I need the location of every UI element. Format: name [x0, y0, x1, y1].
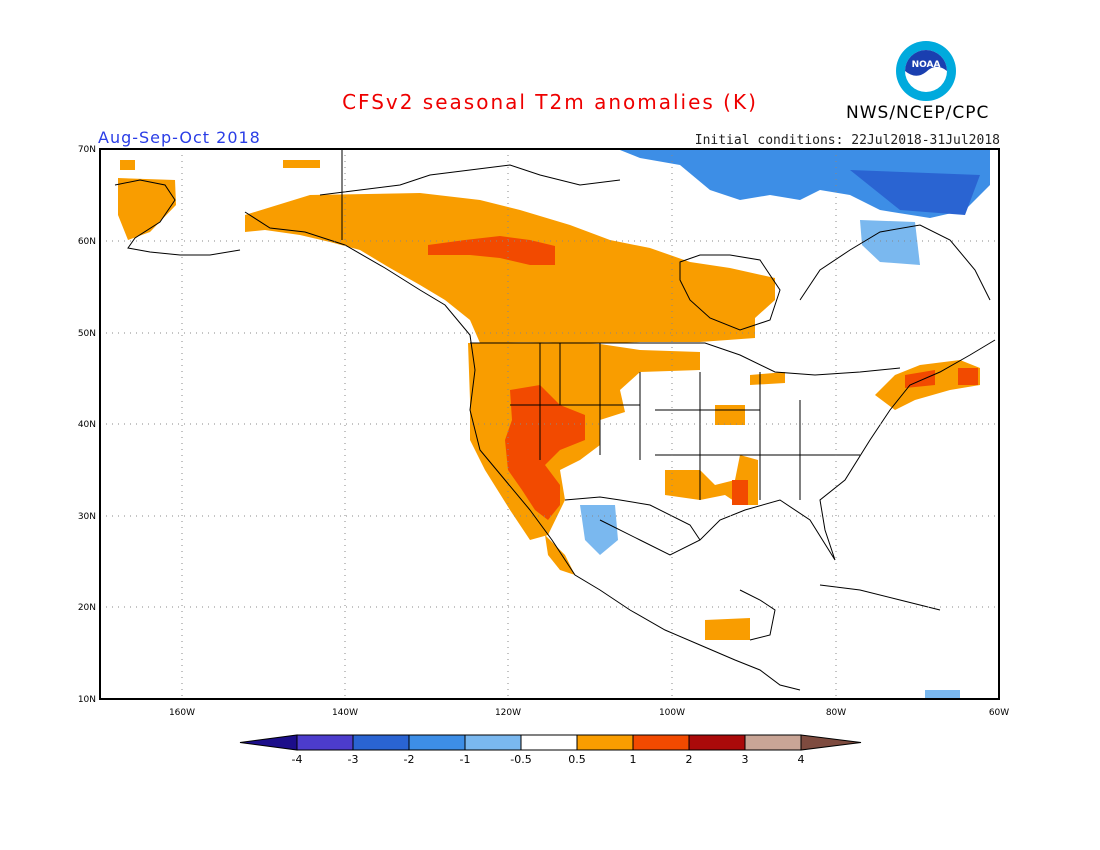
organization-label: NWS/NCEP/CPC — [846, 103, 990, 123]
colorbar-bin — [520, 734, 578, 751]
coastline-arctic — [319, 164, 621, 196]
anomaly-arkansas-red — [732, 480, 748, 505]
colorbar-low-arrow — [239, 734, 298, 751]
lon-tick-160w: 160W — [169, 708, 195, 718]
lat-tick-70: 70N — [78, 145, 96, 155]
colorbar-label: 1 — [630, 753, 637, 766]
colorbar-label: 0.5 — [568, 753, 586, 766]
lon-tick-140w: 140W — [332, 708, 358, 718]
noaa-logo: NOAA — [895, 40, 957, 102]
logo-text: NOAA — [912, 60, 941, 70]
colorbar-bin — [296, 734, 354, 751]
map-frame — [99, 148, 1000, 700]
anomaly-alaska-canada — [245, 193, 775, 344]
coastline-gulf — [599, 339, 996, 561]
lat-tick-20: 20N — [78, 603, 96, 613]
colorbar-label: -4 — [292, 753, 303, 766]
anomaly-labrador — [860, 220, 920, 265]
coastline-labrador — [799, 224, 991, 301]
lon-tick-120w: 120W — [495, 708, 521, 718]
anomaly-nw-mexico-blue — [580, 505, 618, 555]
border-us-mexico — [564, 496, 701, 541]
colorbar-label: -3 — [348, 753, 359, 766]
anomaly-canada-red — [428, 236, 555, 265]
anomaly-maine-red — [958, 368, 978, 385]
state-lines — [510, 343, 860, 500]
anomaly-southwest-red — [505, 385, 585, 520]
colorbar-label: 3 — [742, 753, 749, 766]
colorbar-bin — [408, 734, 466, 751]
colorbar-bin — [632, 734, 690, 751]
lat-tick-50: 50N — [78, 329, 96, 339]
colorbar-bin — [576, 734, 634, 751]
anomaly-baja — [545, 535, 575, 575]
colorbar-bin — [744, 734, 802, 751]
anomaly-central-america — [705, 618, 750, 640]
colorbar-label: 2 — [686, 753, 693, 766]
coastline-yucatan — [739, 589, 776, 641]
lon-tick-60w: 60W — [989, 708, 1009, 718]
coastline-hudson — [679, 254, 781, 331]
coastline-alaska — [114, 179, 241, 256]
lat-tick-30: 30N — [78, 512, 96, 522]
coastline-north-america — [244, 211, 801, 691]
anomaly-great-lakes — [750, 372, 785, 385]
forecast-period: Aug-Sep-Oct 2018 — [98, 128, 261, 147]
colorbar-bin — [464, 734, 522, 751]
colorbar-label: -2 — [404, 753, 415, 766]
anomaly-midwest — [715, 405, 745, 425]
lat-tick-10: 10N — [78, 695, 96, 705]
lon-tick-100w: 100W — [659, 708, 685, 718]
colorbar-label: 4 — [798, 753, 805, 766]
colorbar: -4 -3 -2 -1 -0.5 0.5 1 2 3 4 — [239, 734, 862, 766]
lat-tick-40: 40N — [78, 420, 96, 430]
lon-tick-80w: 80W — [826, 708, 846, 718]
initial-conditions: Initial conditions: 22Jul2018-31Jul2018 — [694, 133, 1000, 148]
coastline-cuba — [819, 584, 941, 611]
colorbar-bin — [352, 734, 410, 751]
anomaly-alaska-small — [120, 160, 135, 170]
chart-title: CFSv2 seasonal T2m anomalies (K) — [342, 90, 758, 114]
lat-tick-60: 60N — [78, 237, 96, 247]
anomaly-alaska-west — [118, 178, 176, 240]
colorbar-bin — [688, 734, 746, 751]
anomaly-canadian-arctic-dark — [850, 170, 980, 215]
anomaly-alaska-north — [283, 160, 320, 168]
colorbar-label: -1 — [460, 753, 471, 766]
colorbar-label: -0.5 — [510, 753, 531, 766]
border-us-canada — [470, 342, 901, 376]
colorbar-high-arrow — [800, 734, 862, 751]
anomaly-caribbean — [925, 690, 960, 699]
